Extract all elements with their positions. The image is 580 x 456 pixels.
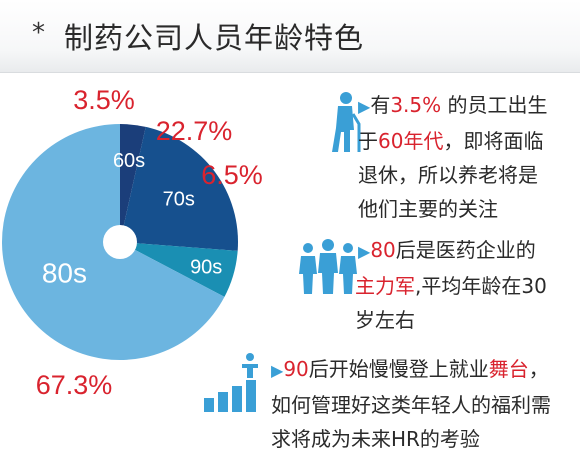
slice-category-label: 90s <box>190 257 222 279</box>
elderly-person-icon <box>326 90 362 158</box>
slice-value-label: 22.7% <box>156 116 233 146</box>
slice-category-label: 60s <box>113 150 145 172</box>
note-2: ▶80后是医药企业的 主力军,平均年龄在30 岁左右 <box>355 238 547 332</box>
slice-value-label: 67.3% <box>36 370 113 400</box>
title-bar: * 制药公司人员年龄特色 <box>0 0 580 73</box>
slice-value-label: 3.5% <box>73 85 135 115</box>
pie-center-hole <box>103 225 137 259</box>
note-1: ▶有3.5% 的员工出生 于60年代，即将面临 退休，所以养老将是 他们主要的关… <box>358 93 548 221</box>
title-bullet: * <box>32 18 45 48</box>
triangle-icon: ▶ <box>271 361 284 380</box>
triangle-icon: ▶ <box>358 242 371 261</box>
note-3: ▶90后开始慢慢登上就业舞台， 如何管理好这类年轻人的福利需 求将成为未来HR的… <box>271 357 551 451</box>
pie-slice-70s <box>120 126 238 251</box>
triangle-icon: ▶ <box>358 97 371 116</box>
pie-slice-60s <box>120 124 146 242</box>
group-people-icon <box>296 238 360 300</box>
slice-value-label: 6.5% <box>201 160 263 190</box>
slice-category-label: 70s <box>163 188 195 210</box>
slice-category-label: 80s <box>42 258 87 289</box>
pie-slice-90s <box>120 242 238 297</box>
page-title: 制药公司人员年龄特色 <box>64 21 365 55</box>
growth-person-icon <box>202 352 268 418</box>
